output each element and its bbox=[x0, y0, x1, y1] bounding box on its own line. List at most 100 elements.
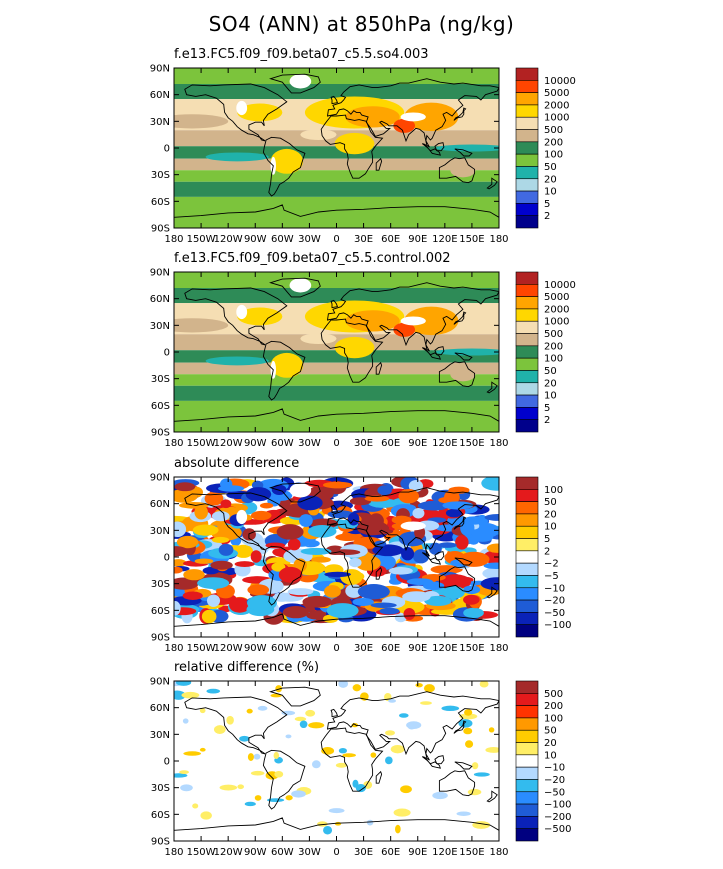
blob-middle-east bbox=[345, 106, 400, 128]
diff-patch bbox=[197, 577, 230, 589]
lon-label: 0 bbox=[333, 643, 339, 654]
diff-patch bbox=[403, 608, 416, 621]
colorbar-label: 100 bbox=[544, 713, 563, 724]
blob-north-america bbox=[237, 103, 283, 122]
coastlines bbox=[174, 686, 499, 831]
colorbar-swatch bbox=[515, 742, 539, 756]
diff-patch bbox=[245, 487, 272, 502]
diff-patch bbox=[481, 477, 499, 491]
diff-patch bbox=[174, 773, 188, 778]
diff-patch bbox=[398, 713, 409, 718]
blob-atlantic-plume bbox=[300, 129, 337, 140]
diff-patch bbox=[471, 762, 479, 770]
diff-patch bbox=[247, 753, 254, 761]
diff-patch bbox=[401, 547, 415, 561]
colorbar-swatch bbox=[515, 153, 539, 167]
diff-patch bbox=[182, 718, 189, 724]
diff-patch bbox=[417, 500, 450, 511]
coastline-antarctica bbox=[174, 408, 499, 422]
colorbar-swatch bbox=[515, 803, 539, 817]
lon-label: 150E bbox=[459, 643, 484, 654]
colorbar-swatch bbox=[515, 538, 539, 552]
colorbar-label: 5 bbox=[544, 534, 550, 545]
colorbar-swatch bbox=[515, 116, 539, 130]
coastline-indonesia bbox=[422, 143, 441, 156]
colorbar-label: 10 bbox=[544, 187, 557, 198]
diff-patch bbox=[445, 508, 463, 518]
colorbar-label: −10 bbox=[544, 583, 565, 594]
lon-label: 30E bbox=[354, 643, 373, 654]
diff-patch bbox=[355, 555, 381, 571]
colorbar-label: 500 bbox=[544, 689, 563, 700]
colorbar-label: 10 bbox=[544, 750, 557, 761]
coastline-newGuinea bbox=[454, 148, 473, 157]
coastlines bbox=[174, 277, 499, 422]
coastline-borneo bbox=[434, 755, 445, 765]
lat-label: 90N bbox=[150, 677, 170, 688]
coastline-southAmerica bbox=[262, 749, 306, 810]
colorbar-swatch bbox=[515, 729, 539, 743]
diff-patch bbox=[377, 485, 392, 496]
lon-label: 180 bbox=[489, 847, 508, 858]
diff-patch bbox=[218, 543, 234, 556]
lat-label: 90N bbox=[150, 473, 170, 484]
colorbar-label: −100 bbox=[544, 620, 571, 631]
band-subtropics-south bbox=[174, 374, 499, 386]
coastline-newGuinea bbox=[454, 761, 473, 770]
lon-label: 30W bbox=[298, 438, 321, 449]
lon-label: 90W bbox=[244, 234, 267, 245]
lon-label: 180 bbox=[489, 438, 508, 449]
lon-label: 90E bbox=[408, 234, 427, 245]
lon-label: 120W bbox=[214, 643, 243, 654]
diff-patch bbox=[352, 597, 374, 606]
colorbar-label: 200 bbox=[544, 701, 563, 712]
diff-patch bbox=[291, 790, 306, 798]
colorbar-swatch bbox=[515, 407, 539, 420]
coastline-africa bbox=[320, 523, 384, 588]
diff-patch bbox=[424, 595, 452, 607]
diff-patch bbox=[285, 795, 293, 801]
colorbar-swatch bbox=[515, 129, 539, 143]
colorbar-swatch bbox=[515, 92, 539, 106]
diff-patch bbox=[323, 825, 333, 835]
lon-label: 0 bbox=[333, 438, 339, 449]
colorbar-swatch bbox=[515, 215, 539, 229]
coastline-southAmerica bbox=[262, 545, 306, 606]
lon-label: 120E bbox=[432, 438, 457, 449]
diff-patch bbox=[206, 594, 221, 607]
diff-patch bbox=[328, 549, 361, 556]
diff-patch bbox=[200, 811, 212, 820]
diff-patch bbox=[174, 546, 188, 557]
blob-pacific-low bbox=[435, 144, 499, 152]
panel-title-1: f.e13.FC5.f09_f09.beta07_c5.5.so4.003 bbox=[174, 47, 429, 62]
diff-patch bbox=[415, 683, 423, 688]
coastline-eurasia bbox=[326, 691, 499, 761]
diff-patch bbox=[174, 690, 186, 700]
diff-patch bbox=[287, 538, 301, 551]
band-tropics-north bbox=[174, 130, 499, 147]
diff-patch bbox=[458, 551, 490, 567]
lon-label: 90E bbox=[408, 847, 427, 858]
colorbar-swatch bbox=[515, 203, 539, 216]
colorbar-label: 100 bbox=[544, 485, 563, 496]
colorbar-label: 10 bbox=[544, 522, 557, 533]
diff-patch bbox=[244, 801, 256, 807]
diff-patch bbox=[226, 715, 234, 725]
lon-label: 90E bbox=[408, 643, 427, 654]
diff-patch bbox=[328, 808, 345, 814]
blob-east-pacific-low bbox=[205, 356, 269, 366]
colorbar-label: 20 bbox=[544, 738, 557, 749]
colorbar-swatch bbox=[515, 680, 539, 694]
coastline-newZealand bbox=[486, 790, 498, 803]
colorbar-swatch bbox=[515, 575, 539, 589]
coastline-greenland bbox=[269, 686, 321, 707]
colorbar-label: 2 bbox=[544, 211, 550, 222]
band-southern-ocean bbox=[174, 196, 499, 228]
missing-greenland bbox=[289, 483, 312, 498]
diff-patch bbox=[370, 602, 397, 608]
colorbar-label: 500 bbox=[544, 125, 563, 136]
colorbar-label: 10 bbox=[544, 391, 557, 402]
diff-patch bbox=[183, 569, 205, 581]
colorbar-swatch bbox=[515, 345, 539, 359]
